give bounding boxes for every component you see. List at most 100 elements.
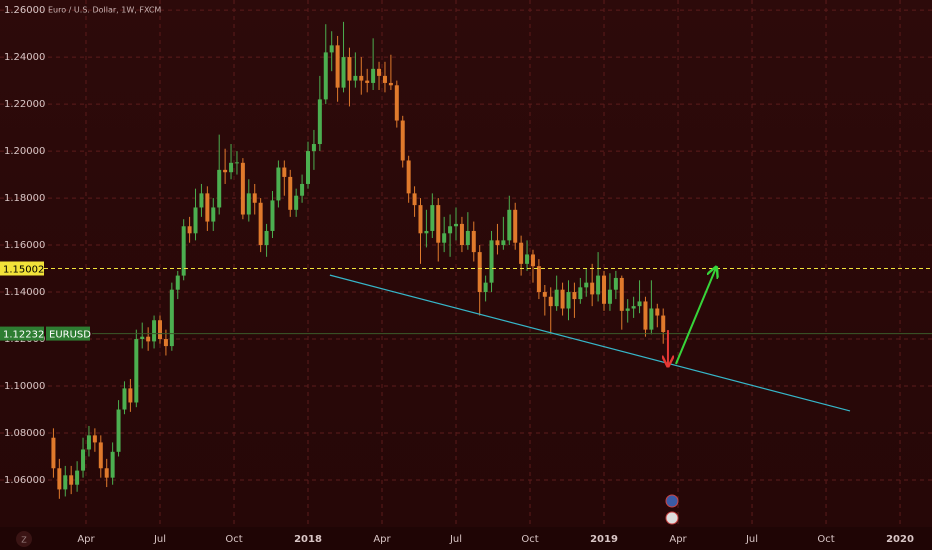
candle-body [530, 254, 535, 267]
candle-body [163, 339, 168, 347]
candle-body [412, 193, 417, 206]
candle-body [388, 82, 393, 86]
candle-body [264, 230, 269, 246]
candle-body [86, 435, 91, 450]
y-tick-label: 1.26000 [4, 5, 45, 16]
logo-icon [16, 531, 32, 547]
x-tick-label: Apr [669, 534, 687, 545]
plot-background [0, 0, 932, 527]
y-tick-label: 1.22000 [4, 99, 45, 110]
candle-body [104, 468, 109, 478]
candle-body [205, 193, 210, 222]
event-icon[interactable] [665, 494, 679, 508]
y-tick-label: 1.06000 [4, 475, 45, 486]
candle-body [122, 388, 127, 410]
candle-body [542, 292, 547, 297]
candle-body [329, 45, 334, 53]
candle-body [152, 320, 157, 342]
candle-body [536, 266, 541, 293]
candle-body [607, 289, 612, 304]
candle-body [489, 240, 494, 283]
candle-body [625, 308, 630, 311]
candle-body [116, 409, 121, 452]
candle-body [495, 240, 500, 246]
symbol-label: EURUSD [49, 330, 91, 341]
candle-body [394, 85, 399, 121]
candle-body [406, 160, 411, 194]
candle-body [619, 277, 624, 311]
candle-body [323, 52, 328, 100]
time-axis [0, 527, 932, 550]
candle-body [501, 240, 506, 246]
last-price-label: 1.12232 [3, 330, 44, 341]
candle-body [258, 202, 263, 246]
event-icon[interactable] [665, 511, 679, 525]
candle-body [81, 449, 86, 471]
candle-body [306, 151, 311, 184]
candle-body [246, 193, 251, 215]
candle-body [128, 388, 133, 403]
candle-body [181, 226, 186, 276]
candle-body [335, 45, 340, 88]
level-label: 1.15002 [3, 265, 44, 276]
candle-body [507, 209, 512, 241]
candle-body [377, 68, 382, 76]
x-tick-label: Apr [373, 534, 391, 545]
last-price-box [0, 326, 44, 341]
candle-body [270, 200, 275, 231]
candle-body [134, 339, 139, 403]
candle-body [217, 169, 222, 208]
candle-body [317, 99, 322, 145]
x-tick-label: 2018 [294, 534, 322, 545]
candle-body [643, 301, 648, 330]
candle-body [560, 289, 565, 309]
candle-body [240, 162, 245, 215]
level-label-box [0, 261, 44, 276]
candle-body [436, 205, 441, 243]
candle-body [300, 183, 305, 196]
candle-body [140, 336, 145, 340]
candle-body [584, 282, 589, 288]
candle-body [418, 205, 423, 234]
x-tick-label: Oct [817, 534, 834, 545]
candle-body [98, 442, 103, 469]
candle-body [75, 470, 80, 485]
y-tick-label: 1.08000 [4, 428, 45, 439]
candle-body [430, 205, 435, 231]
candle-body [566, 292, 571, 309]
logo-letter: Z [21, 536, 27, 545]
candle-body [341, 57, 346, 88]
y-tick-label: 1.20000 [4, 146, 45, 157]
candle-body [483, 282, 488, 293]
candle-body [519, 242, 524, 264]
candle-body [448, 226, 453, 234]
x-tick-label: Jul [449, 534, 462, 545]
candle-body [146, 336, 151, 342]
candle-body [548, 296, 553, 307]
candle-body [613, 277, 618, 290]
x-tick-label: Jul [153, 534, 166, 545]
arrow-up [675, 268, 716, 365]
x-tick-label: Oct [225, 534, 242, 545]
candle-body [513, 209, 518, 243]
y-tick-label: 1.16000 [4, 240, 45, 251]
x-tick-label: Oct [521, 534, 538, 545]
candle-body [631, 306, 636, 309]
candle-body [223, 169, 228, 173]
candle-body [596, 275, 601, 295]
candle-body [51, 437, 56, 469]
candle-body [229, 162, 234, 173]
candle-body [442, 233, 447, 243]
candle-body [211, 207, 216, 222]
x-tick-label: 2019 [590, 534, 618, 545]
candle-body [400, 120, 405, 161]
candle-body [92, 435, 97, 443]
candle-body [347, 57, 352, 81]
candle-body [175, 275, 180, 290]
candle-body [649, 308, 654, 330]
candle-body [288, 176, 293, 210]
candle-body [365, 80, 370, 83]
candle-body [294, 195, 299, 210]
